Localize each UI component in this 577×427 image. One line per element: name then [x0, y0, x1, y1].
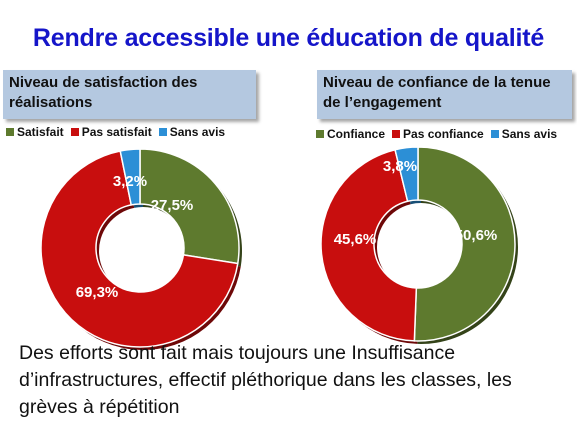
legend-item-sans-avis-2: Sans avis: [490, 127, 558, 141]
legend-swatch: [392, 130, 401, 138]
legend-item-pas-satisfait: Pas satisfait: [70, 125, 152, 139]
chart-1-data-label: 69,3%: [76, 284, 119, 301]
chart-1-data-label: 27,5%: [151, 197, 194, 214]
legend-swatch: [158, 128, 167, 136]
chart-2-data-label: 50,6%: [455, 227, 498, 244]
legend-swatch: [6, 128, 14, 136]
legend-item-sans-avis: Sans avis: [158, 125, 226, 139]
chart-1-slice-pas-satisfait: [40, 150, 239, 348]
chart-2-title: Niveau de confiance de la tenue de l’eng…: [317, 70, 572, 119]
chart-1-data-label: 3,2%: [113, 173, 147, 190]
legend-item-pas-confiance: Pas confiance: [392, 127, 484, 141]
chart-2-slice-confiance: [413, 146, 516, 342]
legend-item-confiance: Confiance: [316, 127, 385, 141]
chart-1-legend: Satisfait Pas satisfait Sans avis: [6, 125, 232, 139]
legend-swatch: [316, 130, 324, 138]
legend-label: Confiance: [327, 127, 386, 141]
chart-1-slice-sans-avis: [119, 148, 141, 206]
chart-2-data-label: 3,8%: [383, 158, 417, 175]
legend-swatch: [490, 130, 499, 138]
legend-item-satisfait: Satisfait: [6, 125, 64, 139]
legend-label: Satisfait: [17, 125, 64, 139]
legend-label: Pas confiance: [403, 127, 484, 141]
caption-text: Des efforts sont fait mais toujours une …: [19, 342, 512, 418]
legend-swatch: [70, 128, 79, 136]
chart-1-title: Niveau de satisfaction des réalisations: [3, 70, 256, 119]
chart-2-data-label: 45,6%: [334, 231, 377, 248]
legend-label: Sans avis: [169, 125, 226, 139]
chart-2-slice-pas-confiance: [320, 148, 418, 342]
chart-1-slice-satisfait: [139, 148, 240, 265]
chart-2-slice-sans-avis: [394, 146, 419, 203]
chart-2-legend: Confiance Pas confiance Sans avis: [316, 127, 564, 141]
page-title: Rendre accessible une éducation de quali…: [32, 24, 545, 52]
legend-label: Pas satisfait: [81, 125, 152, 139]
legend-label: Sans avis: [501, 127, 558, 141]
